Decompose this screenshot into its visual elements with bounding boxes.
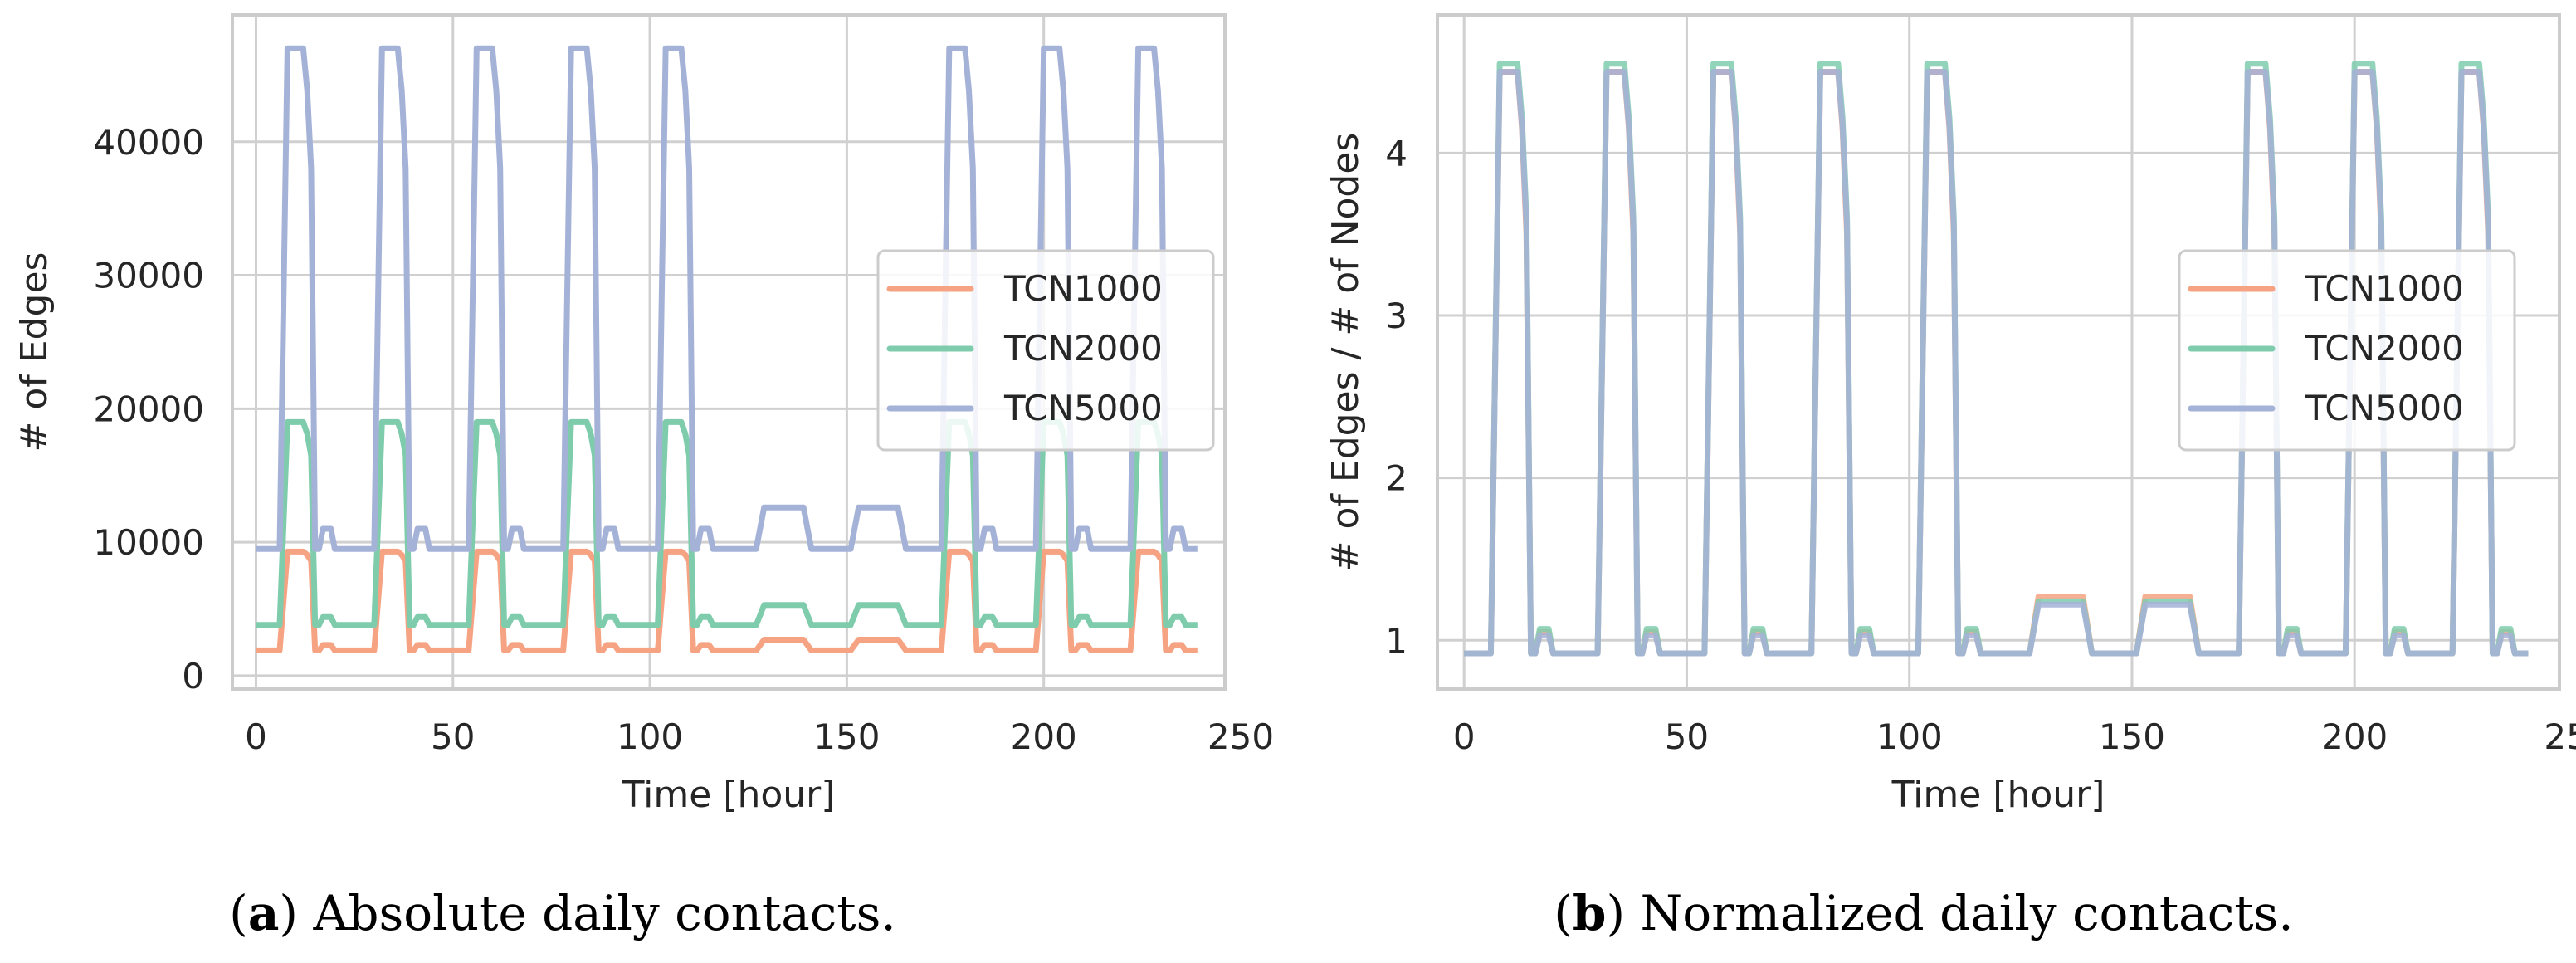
legend-label-tcn5000: TCN5000 bbox=[1003, 388, 1163, 428]
legend-a: TCN1000 TCN2000 TCN5000 bbox=[876, 249, 1215, 452]
series-line-tcn1000 bbox=[256, 548, 1198, 653]
x-axis-title-b: Time [hour] bbox=[1891, 774, 2105, 816]
x-tick-label: 250 bbox=[1208, 716, 1274, 757]
legend-label-tcn2000: TCN2000 bbox=[2305, 328, 2464, 369]
legend-b: TCN1000 TCN2000 TCN5000 bbox=[2178, 249, 2516, 452]
caption-b-text: Normalized daily contacts. bbox=[1625, 885, 2294, 941]
legend-box bbox=[876, 249, 1215, 452]
caption-b-open: ( bbox=[1554, 885, 1573, 941]
plot-frame-a bbox=[231, 13, 1227, 691]
x-tick-label: 150 bbox=[813, 716, 880, 757]
legend-box bbox=[2178, 249, 2516, 452]
y-axis-title-b: # of Edges / # of Nodes bbox=[1325, 133, 1367, 572]
legend-label-tcn1000: TCN1000 bbox=[1003, 268, 1163, 309]
x-tick-label: 100 bbox=[1876, 716, 1943, 757]
caption-b-close: ) bbox=[1606, 885, 1625, 941]
caption-a: (a) Absolute daily contacts. bbox=[229, 885, 896, 941]
x-axis-title-a: Time [hour] bbox=[622, 774, 836, 816]
x-tick-label: 200 bbox=[1011, 716, 1077, 757]
x-tick-label: 100 bbox=[617, 716, 683, 757]
caption-a-letter: a bbox=[248, 885, 280, 941]
y-tick-label: 1 bbox=[1385, 620, 1408, 661]
x-tick-label: 150 bbox=[2099, 716, 2165, 757]
chart-panel-normalized: 0 50 100 150 200 250 1 2 3 4 Time [hour]… bbox=[1325, 13, 2576, 816]
y-tick-label: 20000 bbox=[93, 389, 204, 429]
plot-frame-b bbox=[1436, 13, 2561, 691]
legend-label-tcn5000: TCN5000 bbox=[2305, 388, 2464, 428]
y-tick-labels-a: 0 10000 20000 30000 40000 bbox=[93, 122, 204, 697]
caption-b-letter: b bbox=[1573, 885, 1607, 941]
caption-a-open: ( bbox=[229, 885, 248, 941]
y-tick-label: 3 bbox=[1385, 296, 1408, 336]
y-tick-label: 40000 bbox=[93, 122, 204, 163]
caption-a-close: ) bbox=[279, 885, 298, 941]
legend-label-tcn1000: TCN1000 bbox=[2305, 268, 2464, 309]
y-tick-label: 4 bbox=[1385, 133, 1408, 174]
y-tick-labels-b: 1 2 3 4 bbox=[1385, 133, 1408, 661]
chart-panel-absolute: 0 50 100 150 200 250 0 10000 20000 30000… bbox=[13, 13, 1274, 816]
x-tick-label: 0 bbox=[1453, 716, 1476, 757]
caption-a-text: Absolute daily contacts. bbox=[298, 885, 896, 941]
x-tick-labels-b: 0 50 100 150 200 250 bbox=[1453, 716, 2576, 757]
x-tick-label: 0 bbox=[245, 716, 267, 757]
series-line-tcn2000 bbox=[256, 418, 1198, 628]
y-tick-label: 0 bbox=[182, 656, 204, 697]
x-tick-label: 250 bbox=[2544, 716, 2576, 757]
caption-b: (b) Normalized daily contacts. bbox=[1554, 885, 2293, 941]
y-axis-title-a: # of Edges bbox=[13, 252, 56, 452]
y-tick-label: 30000 bbox=[93, 256, 204, 296]
y-tick-label: 10000 bbox=[93, 522, 204, 563]
x-tick-label: 50 bbox=[431, 716, 475, 757]
x-tick-label: 50 bbox=[1665, 716, 1709, 757]
x-tick-label: 200 bbox=[2321, 716, 2388, 757]
legend-label-tcn2000: TCN2000 bbox=[1003, 328, 1163, 369]
x-tick-labels-a: 0 50 100 150 200 250 bbox=[245, 716, 1274, 757]
y-tick-label: 2 bbox=[1385, 458, 1408, 499]
